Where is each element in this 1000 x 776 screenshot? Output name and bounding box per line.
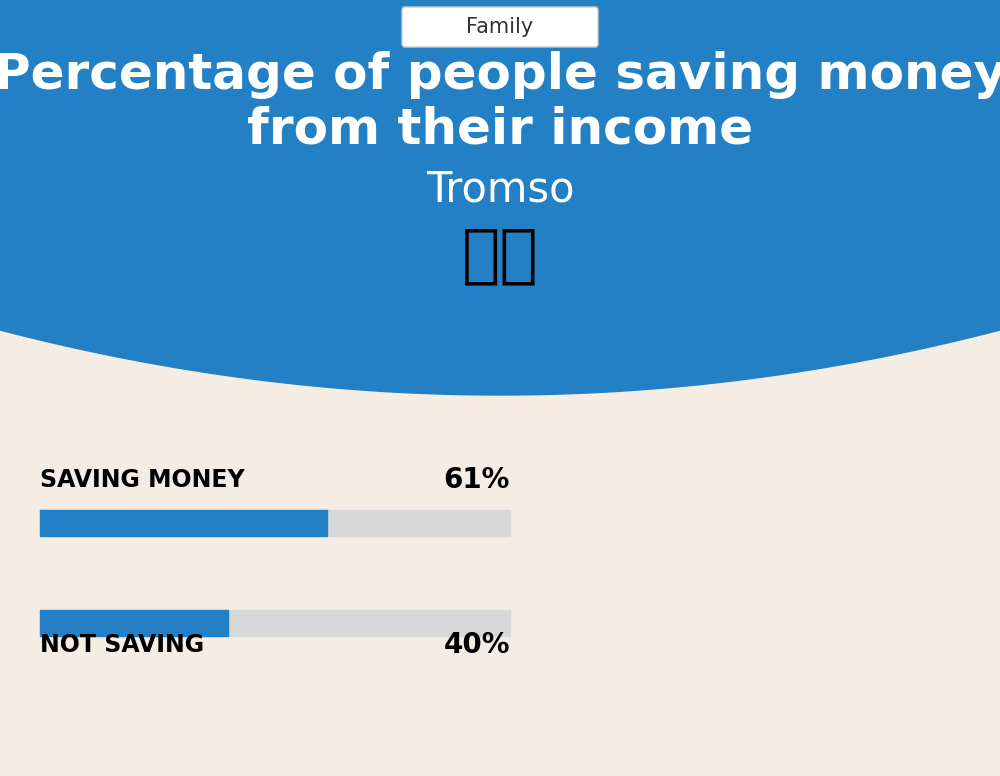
Text: Percentage of people saving money: Percentage of people saving money [0,51,1000,99]
Bar [40,610,510,636]
Text: 🇳🇴: 🇳🇴 [462,224,538,286]
Text: Family: Family [466,17,534,37]
Bar [40,510,327,536]
Bar [40,510,510,536]
Text: Tromso: Tromso [426,169,574,211]
Text: 40%: 40% [444,631,510,659]
Bar [40,610,228,636]
Text: 61%: 61% [444,466,510,494]
Text: from their income: from their income [247,106,753,154]
Polygon shape [0,0,1000,395]
Text: NOT SAVING: NOT SAVING [40,633,204,657]
Text: SAVING MONEY: SAVING MONEY [40,468,245,492]
FancyBboxPatch shape [402,7,598,47]
